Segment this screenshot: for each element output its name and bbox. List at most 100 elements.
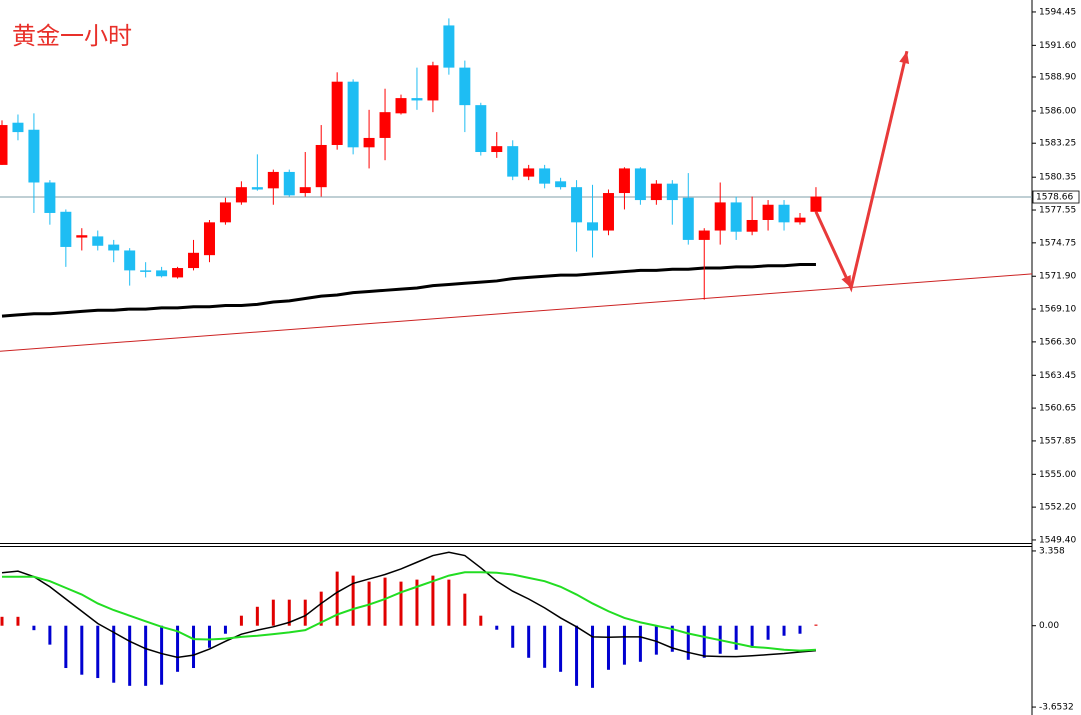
histogram-bar	[734, 625, 738, 650]
histogram-bar	[351, 575, 355, 626]
histogram-bar	[128, 625, 132, 686]
candle-body	[810, 196, 822, 212]
candle-body	[315, 144, 327, 188]
candle-body	[602, 193, 614, 231]
candle-body	[411, 98, 423, 101]
histogram-bar	[255, 606, 259, 626]
candle-body	[76, 235, 88, 238]
candle-body	[571, 187, 583, 223]
y-tick-label: 1557.85	[1039, 436, 1076, 446]
candle-body	[92, 236, 104, 246]
candle-body	[299, 187, 311, 194]
y-tick-label: 1577.55	[1039, 206, 1076, 216]
histogram-bar	[766, 625, 770, 640]
indicator-line	[2, 571, 817, 652]
y-tick-label: 1583.25	[1039, 139, 1076, 149]
candle-body	[156, 270, 168, 277]
candle-body	[794, 217, 806, 223]
histogram-bar	[622, 625, 626, 665]
candle-body	[108, 244, 120, 251]
histogram-bar	[670, 625, 674, 652]
y-tick-label: 1594.45	[1039, 7, 1076, 17]
candle-body	[714, 202, 726, 231]
candle-body	[44, 182, 56, 213]
histogram-bar	[112, 625, 116, 683]
y-tick-label: 1591.60	[1039, 41, 1076, 51]
histogram-bar	[559, 625, 563, 672]
candle-body	[251, 187, 263, 190]
histogram-bar	[48, 625, 52, 645]
histogram-bar	[606, 625, 610, 670]
candle-body	[698, 230, 710, 240]
candle-body	[666, 183, 678, 201]
arrow-head	[841, 274, 852, 288]
y-tick-label: 1588.90	[1039, 73, 1076, 83]
histogram-bar	[638, 625, 642, 662]
histogram-bar	[144, 625, 148, 686]
candle-body	[395, 98, 407, 114]
candle-body	[379, 112, 391, 138]
y-tick-label: 0.00	[1039, 621, 1059, 631]
histogram-bar	[239, 615, 243, 626]
histogram-bar	[798, 625, 802, 634]
histogram-bar	[575, 625, 579, 686]
histogram-bar	[447, 579, 451, 626]
candle-body	[219, 202, 231, 223]
histogram-bar	[495, 625, 499, 630]
histogram-bar	[303, 599, 307, 626]
candle-body	[555, 181, 567, 188]
y-tick-label: -3.6532	[1039, 703, 1074, 713]
candle-body	[347, 81, 359, 148]
histogram-bar	[16, 616, 20, 626]
histogram-bar	[686, 625, 690, 660]
y-tick-label: 1569.10	[1039, 305, 1076, 315]
arrow-head	[899, 51, 910, 65]
candle-body	[188, 252, 200, 269]
histogram-bar	[207, 625, 211, 648]
histogram-bar	[383, 577, 387, 626]
histogram-bar	[96, 625, 100, 679]
candle-body	[140, 270, 152, 272]
y-tick-label: 1549.40	[1039, 535, 1076, 545]
candle-body	[746, 219, 758, 232]
candle-body	[491, 146, 503, 153]
histogram-bar	[654, 625, 658, 655]
histogram-bar	[176, 625, 180, 672]
candle-body	[730, 202, 742, 232]
histogram-bar	[431, 575, 435, 626]
candle-body	[172, 268, 184, 278]
candle-body	[618, 168, 630, 194]
candle-body	[507, 146, 519, 177]
y-tick-label: 1571.90	[1039, 272, 1076, 282]
candle-body	[650, 183, 662, 201]
candle-body	[0, 125, 8, 165]
candle-body	[459, 67, 471, 106]
histogram-bar	[399, 581, 403, 626]
y-tick-label: 1574.75	[1039, 238, 1076, 248]
chart-title: 黄金一小时	[12, 22, 132, 50]
candle-body	[283, 171, 295, 196]
y-tick-label: 1552.20	[1039, 503, 1076, 513]
trendline	[0, 273, 1033, 352]
histogram-bar	[223, 625, 227, 634]
histogram-bar	[814, 624, 818, 626]
moving-average	[1, 263, 816, 318]
candle-body	[539, 168, 551, 184]
candle-body	[28, 129, 40, 183]
last-price-box	[1032, 190, 1080, 204]
histogram-bar	[271, 599, 275, 626]
candle-body	[427, 65, 439, 101]
indicator-line	[1, 551, 817, 659]
y-tick-label: 1563.45	[1039, 371, 1076, 381]
candle-body	[124, 250, 136, 271]
histogram-bar	[527, 625, 531, 658]
histogram-bar	[160, 625, 164, 685]
histogram-bar	[415, 579, 419, 626]
candle-body	[475, 105, 487, 153]
histogram-bar	[479, 615, 483, 626]
candle-body	[363, 137, 375, 148]
histogram-bar	[80, 625, 84, 675]
candle-body	[12, 122, 24, 133]
histogram-bar	[335, 571, 339, 626]
